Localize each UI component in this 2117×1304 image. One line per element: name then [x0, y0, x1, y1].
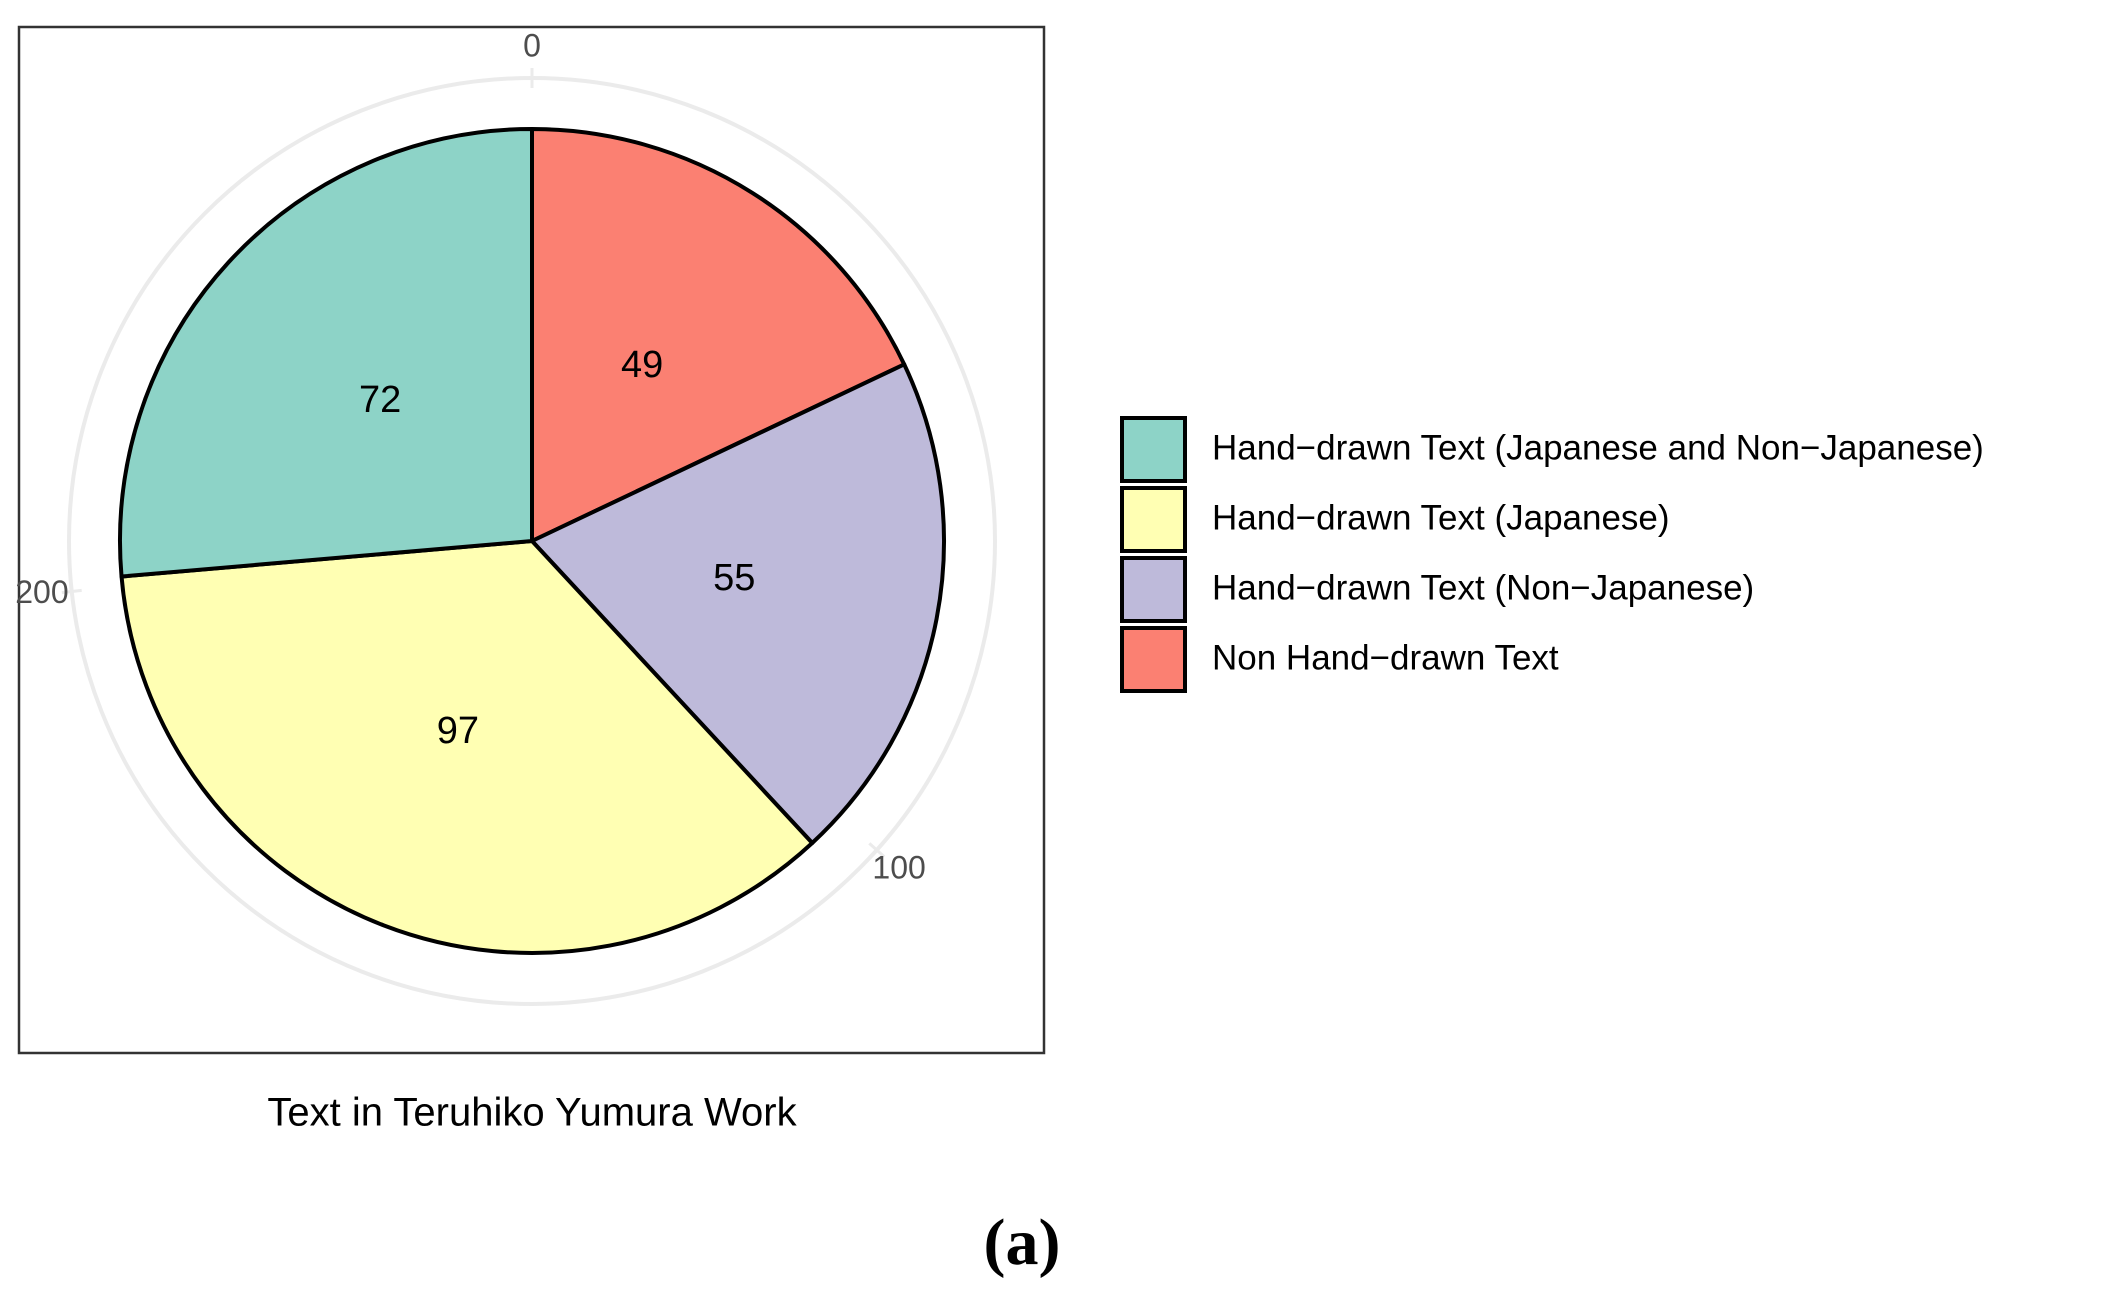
- tick-label: 100: [872, 849, 925, 885]
- value-label: 49: [621, 344, 663, 386]
- legend-key: [1120, 416, 1187, 483]
- value-label: 97: [437, 710, 479, 752]
- pie-slice: [530, 127, 907, 543]
- legend-key: [1120, 556, 1187, 623]
- value-label: 72: [359, 379, 401, 421]
- tick-mark: [868, 842, 886, 858]
- caption: (a): [984, 1206, 1061, 1279]
- axis-title: Text in Teruhiko Yumura Work: [267, 1091, 797, 1135]
- legend-label: Hand−drawn Text (Non−Japanese): [1212, 568, 1754, 607]
- value-label: 55: [713, 557, 755, 599]
- legend-key: [1120, 626, 1187, 693]
- tick-mark: [61, 588, 82, 595]
- tick-label: 0: [523, 27, 541, 63]
- pie-slice: [530, 362, 946, 846]
- tick-label: 200: [15, 574, 68, 610]
- legend-label: Non Hand−drawn Text: [1212, 638, 1559, 677]
- legend-label: Hand−drawn Text (Japanese and Non−Japane…: [1212, 428, 1984, 467]
- pie-slice: [118, 127, 534, 579]
- legend-label: Hand−drawn Text (Japanese): [1212, 498, 1670, 537]
- pie-slice: [119, 539, 815, 955]
- legend-key: [1120, 486, 1187, 553]
